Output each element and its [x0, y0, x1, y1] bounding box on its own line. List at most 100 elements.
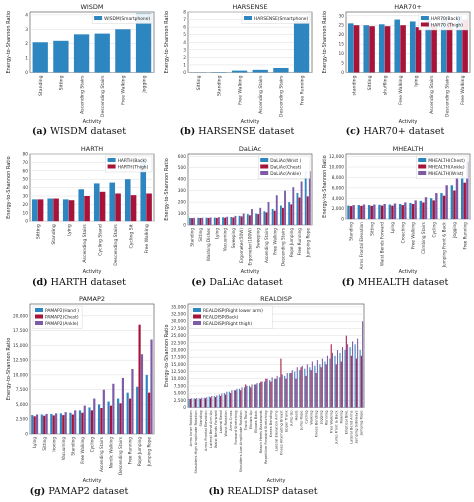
bar: [136, 386, 139, 435]
y-axis-label: Energy-to-Shannon Ratio: [6, 11, 12, 74]
bar: [330, 344, 332, 408]
bar: [135, 13, 152, 73]
bar: [254, 384, 256, 408]
bar: [378, 204, 381, 220]
bar: [271, 377, 273, 408]
bar: [263, 211, 266, 226]
x-tick-label: Jumping Sideways: [355, 410, 359, 444]
x-tick-label: Free Walking: [80, 437, 85, 464]
x-tick-label: Jogging: [141, 75, 147, 93]
bar: [259, 207, 262, 226]
bar: [275, 378, 277, 408]
bar: [78, 410, 82, 435]
legend-swatch: [418, 158, 427, 162]
bar: [78, 189, 85, 222]
legend-label: HARTH(Thigh): [118, 164, 149, 170]
bar: [369, 26, 375, 73]
bar: [207, 217, 210, 226]
legend-swatch: [35, 308, 43, 312]
bar: [291, 370, 293, 408]
bar: [308, 171, 311, 226]
bar: [196, 397, 198, 408]
bar: [68, 200, 75, 222]
y-tick-label: 20,000: [171, 347, 186, 353]
bar: [344, 349, 346, 408]
x-tick-label: Jumping Rope: [360, 410, 364, 437]
legend-swatch: [193, 314, 201, 319]
y-tick-label: 5: [183, 32, 186, 38]
legend-swatch: [193, 321, 201, 325]
bar: [456, 15, 463, 73]
x-tick-label: Elliptical Bike: [345, 410, 349, 435]
bar: [121, 377, 124, 435]
x-tick-label: Jump Rope: [299, 410, 303, 431]
x-tick-label: Descending Stairs: [279, 75, 285, 117]
x-tick-label: Vacuuming: [223, 228, 228, 252]
x-tick-label: Lateral Bend: [219, 410, 223, 433]
bar: [414, 200, 417, 220]
legend-label: DaLiAc(Chest): [270, 164, 301, 170]
bar: [292, 187, 295, 226]
bar: [264, 381, 266, 408]
y-tick-label: 12,500: [13, 358, 28, 364]
bar: [293, 21, 310, 73]
bar: [93, 398, 96, 435]
y-tick-label: 5,000: [174, 391, 187, 397]
bar: [388, 204, 392, 220]
legend-label: HARSENSE(Smartphone): [254, 16, 308, 22]
bar: [100, 408, 103, 435]
legend-label: REALDISP(Back): [203, 314, 239, 320]
bar: [245, 384, 247, 408]
x-tick-label: Free Running: [128, 437, 133, 465]
x-tick-label: Standing: [190, 228, 195, 247]
chart-title: MHEALTH: [393, 145, 424, 153]
bar: [329, 358, 331, 408]
bar: [359, 349, 361, 408]
x-axis-label: Activity: [83, 119, 102, 125]
chart-panel-har70: HAR70+ 0 5 10 15 20 25 30 Energy-to-Shannon Rati…: [316, 0, 474, 125]
bar: [380, 205, 384, 220]
bar: [296, 192, 299, 226]
y-tick-label: 0: [25, 432, 28, 438]
bar: [35, 414, 39, 435]
legend-box: [91, 13, 153, 24]
x-tick-label: Reach Heels Backwards: [259, 410, 263, 453]
bar: [189, 398, 191, 408]
bar: [257, 214, 260, 226]
y-tick-label: 0: [341, 70, 344, 76]
bar: [445, 185, 448, 220]
bar: [223, 393, 225, 408]
y-tick-label: 0: [25, 219, 28, 225]
bar: [215, 217, 218, 226]
bar: [99, 191, 106, 222]
bar: [109, 405, 113, 435]
bar: [311, 361, 313, 408]
x-tick-label: Heels: [294, 410, 298, 420]
x-tick-label: Ironing: [51, 437, 56, 452]
bar: [446, 21, 453, 73]
bar: [240, 390, 242, 408]
bar: [241, 387, 243, 408]
y-tick-label: 27,500: [171, 326, 186, 332]
x-tick-label: Ascending Stairs: [429, 75, 435, 114]
bar: [290, 204, 293, 226]
bar: [246, 385, 248, 408]
legend-label: REALDISP(Right lower arm): [203, 308, 263, 314]
y-tick-label: 12,500: [171, 369, 186, 375]
y-tick-label: 1: [25, 56, 28, 62]
y-tick-label: 20: [23, 202, 29, 208]
legend-label: REALDISP(Right thigh): [203, 321, 252, 327]
bar: [228, 391, 230, 408]
x-tick-label: Knees Bending: [314, 410, 318, 437]
x-tick-label: Waist Bends Forward: [214, 410, 218, 448]
bar: [274, 378, 276, 408]
bar: [74, 410, 77, 435]
y-tick-label: 2,000: [332, 206, 345, 212]
legend-swatch: [420, 22, 429, 27]
bar: [37, 199, 44, 222]
y-tick-label: 4: [183, 40, 186, 46]
bar: [31, 199, 38, 222]
bar: [325, 364, 327, 408]
bar: [261, 381, 263, 408]
bar: [112, 383, 115, 435]
